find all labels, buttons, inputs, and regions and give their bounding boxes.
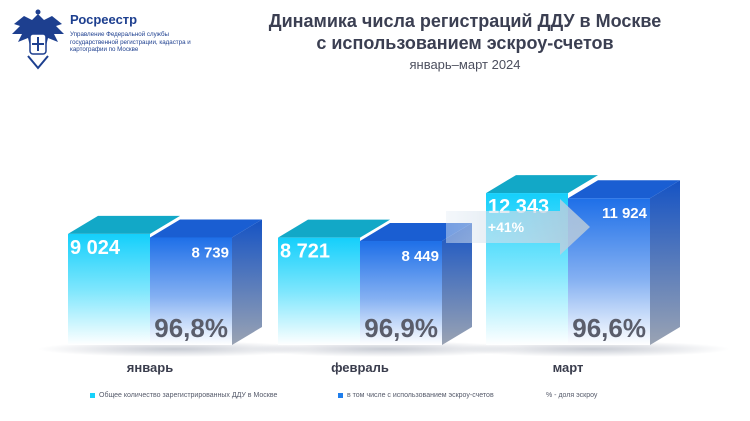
logo-description: Управление Федеральной службы государств…: [70, 31, 191, 54]
bar-value-label: 8 739: [191, 244, 229, 261]
bar-top-face: [150, 219, 262, 238]
escrow-share-label: 96,6%: [572, 313, 646, 343]
bar-value-label: 8 449: [401, 248, 439, 265]
legend-item-total: Общее количество зарегистрированных ДДУ …: [90, 392, 277, 399]
growth-annotation: +41%: [488, 219, 525, 235]
bar-side-face: [650, 180, 680, 345]
bar-value-label: 8 721: [280, 241, 330, 263]
bar-value-label: 11 924: [602, 205, 648, 222]
escrow-share-label: 96,8%: [154, 313, 228, 343]
bar-top-face: [68, 215, 180, 234]
legend-swatch-escrow: [338, 393, 343, 398]
rosreestr-logo: Росреестр Управление Федеральной службы …: [10, 8, 210, 74]
bar-top-face: [568, 180, 680, 199]
bar-value-label: 9 024: [70, 237, 121, 259]
bar-top-face: [486, 175, 598, 194]
escrow-share-label: 96,9%: [364, 313, 438, 343]
logo-name: Росреестр: [70, 12, 138, 27]
legend-swatch-total: [90, 393, 95, 398]
legend-label-escrow: в том числе с использованием эскроу-счет…: [347, 392, 494, 399]
chart-title-line-2: с использованием эскроу-счетов: [316, 33, 614, 53]
bar-side-face: [232, 219, 262, 345]
chart-subtitle: январь–март 2024: [409, 57, 521, 72]
x-tick-label: январь: [127, 360, 173, 375]
legend-item-escrow: в том числе с использованием эскроу-счет…: [338, 392, 494, 399]
legend-item-share: % - доля эскроу: [546, 392, 597, 399]
bar: [360, 241, 442, 345]
x-tick-label: март: [553, 360, 584, 375]
bar-side-face: [442, 223, 472, 345]
chart-title-block: Динамика числа регистраций ДДУ в Москве …: [240, 10, 690, 72]
bar-top-face: [278, 219, 390, 238]
chart-title-line-1: Динамика числа регистраций ДДУ в Москве: [268, 11, 662, 31]
legend-label-total: Общее количество зарегистрированных ДДУ …: [99, 392, 278, 399]
bar: [278, 237, 360, 345]
x-tick-label: февраль: [331, 360, 389, 375]
bar: [150, 237, 232, 345]
bar: [68, 233, 150, 345]
growth-arrow-icon: [446, 199, 590, 255]
legend-label-share: % - доля эскроу: [546, 392, 598, 399]
bar-top-face: [360, 223, 472, 242]
double-headed-eagle-icon: [12, 9, 64, 70]
